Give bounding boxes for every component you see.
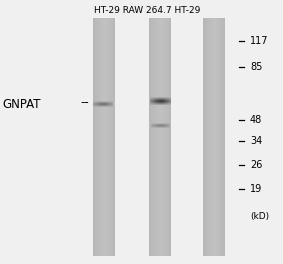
Text: 34: 34	[250, 136, 262, 146]
Text: 85: 85	[250, 62, 262, 72]
Text: (kD): (kD)	[250, 212, 269, 221]
Text: --: --	[81, 96, 89, 110]
Text: 48: 48	[250, 115, 262, 125]
Text: 19: 19	[250, 184, 262, 194]
Text: 117: 117	[250, 36, 268, 46]
Text: 26: 26	[250, 160, 262, 170]
Text: GNPAT: GNPAT	[3, 98, 41, 111]
Text: HT-29 RAW 264.7 HT-29: HT-29 RAW 264.7 HT-29	[94, 6, 200, 15]
